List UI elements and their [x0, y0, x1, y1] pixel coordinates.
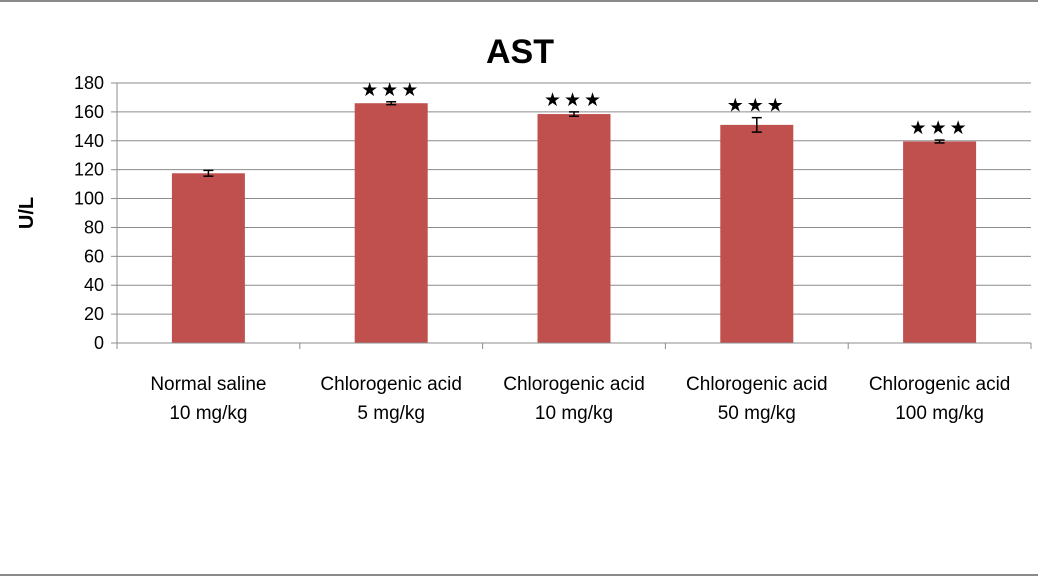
significance-stars: ★★★: [910, 117, 970, 139]
significance-stars: ★★★: [361, 79, 421, 101]
y-tick-label: 140: [74, 131, 104, 151]
x-tick-label: 100 mg/kg: [895, 403, 984, 424]
significance-stars: ★★★: [727, 95, 787, 117]
bars: ★★★ ★★★ ★★★ ★★★: [171, 79, 977, 343]
x-tick-label: Chlorogenic acid: [686, 374, 828, 395]
y-tick-label: 80: [84, 217, 104, 237]
y-tick-label: 180: [74, 73, 104, 93]
bar: [354, 103, 428, 343]
x-tick-label: 10 mg/kg: [535, 403, 613, 424]
bar: [720, 124, 794, 343]
y-axis-label: U/L: [16, 197, 38, 229]
significance-stars: ★★★: [544, 89, 604, 111]
x-tick-label: Chlorogenic acid: [320, 374, 462, 395]
axes: 0 20 40 60 80 100 120 140 160 180 Normal saline 10 …: [74, 73, 1032, 424]
chart-title: AST: [486, 33, 554, 71]
y-tick-label: 40: [84, 275, 104, 295]
x-tick-label: Chlorogenic acid: [503, 374, 645, 395]
x-tick-label: 5 mg/kg: [357, 403, 425, 424]
y-tick-label: 160: [74, 102, 104, 122]
x-tick-label: Normal saline: [150, 374, 266, 395]
y-tick-label: 0: [94, 333, 104, 353]
y-tick-label: 120: [74, 160, 104, 180]
y-tick-label: 20: [84, 304, 104, 324]
x-tick-label: Chlorogenic acid: [869, 374, 1011, 395]
bar: [171, 173, 245, 343]
bar: [537, 114, 611, 343]
x-tick-label: 10 mg/kg: [169, 403, 247, 424]
bar: [903, 141, 977, 343]
x-tick-label: 50 mg/kg: [718, 403, 796, 424]
y-tick-label: 60: [84, 246, 104, 266]
y-tick-label: 100: [74, 189, 104, 209]
